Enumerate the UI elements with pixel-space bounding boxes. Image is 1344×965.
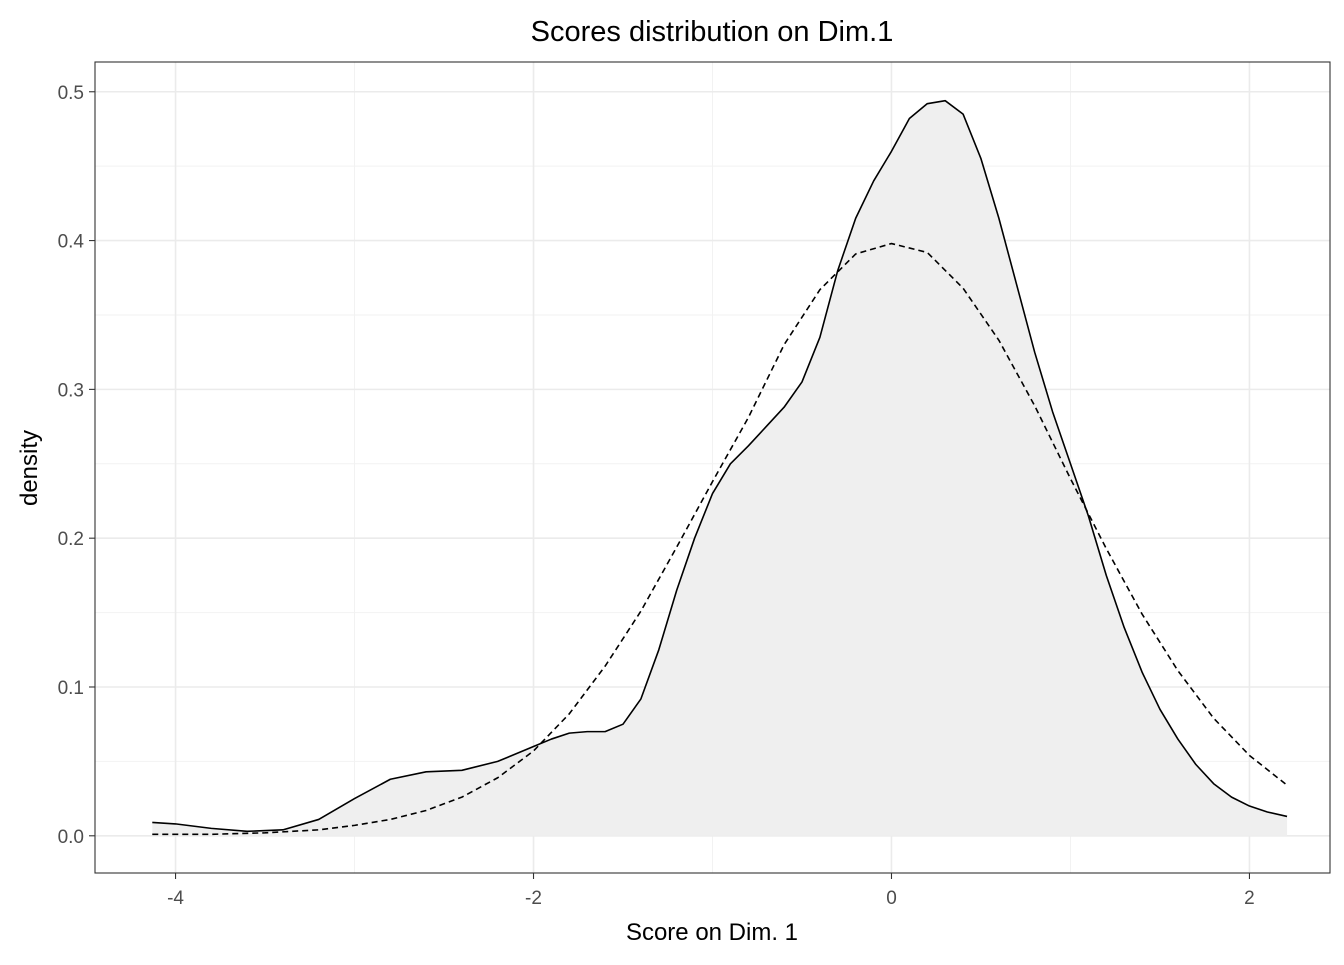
x-tick-label: 0 [886, 888, 897, 909]
panel-border [94, 61, 1331, 874]
y-tick-label: 0.2 [58, 529, 84, 550]
y-tick-label: 0.1 [58, 678, 84, 699]
x-tick-label: -4 [167, 888, 184, 909]
y-tick-label: 0.5 [58, 83, 84, 104]
y-tick-label: 0.4 [58, 232, 85, 253]
x-axis-title: Score on Dim. 1 [626, 919, 798, 946]
y-axis-title: density [16, 430, 43, 506]
y-tick-label: 0.0 [58, 827, 84, 848]
density-area-fill [152, 100, 1288, 836]
x-axis: -4 -2 0 2 [167, 873, 1255, 909]
kernel-density-line [152, 99, 1288, 833]
x-tick-label: 2 [1244, 888, 1255, 909]
y-axis: 0.0 0.1 0.2 0.3 0.4 0.5 [58, 83, 95, 848]
chart-title: Scores distribution on Dim.1 [531, 16, 894, 48]
x-tick-label: -2 [525, 888, 542, 909]
y-tick-label: 0.3 [58, 380, 84, 401]
series-layer [152, 99, 1288, 836]
